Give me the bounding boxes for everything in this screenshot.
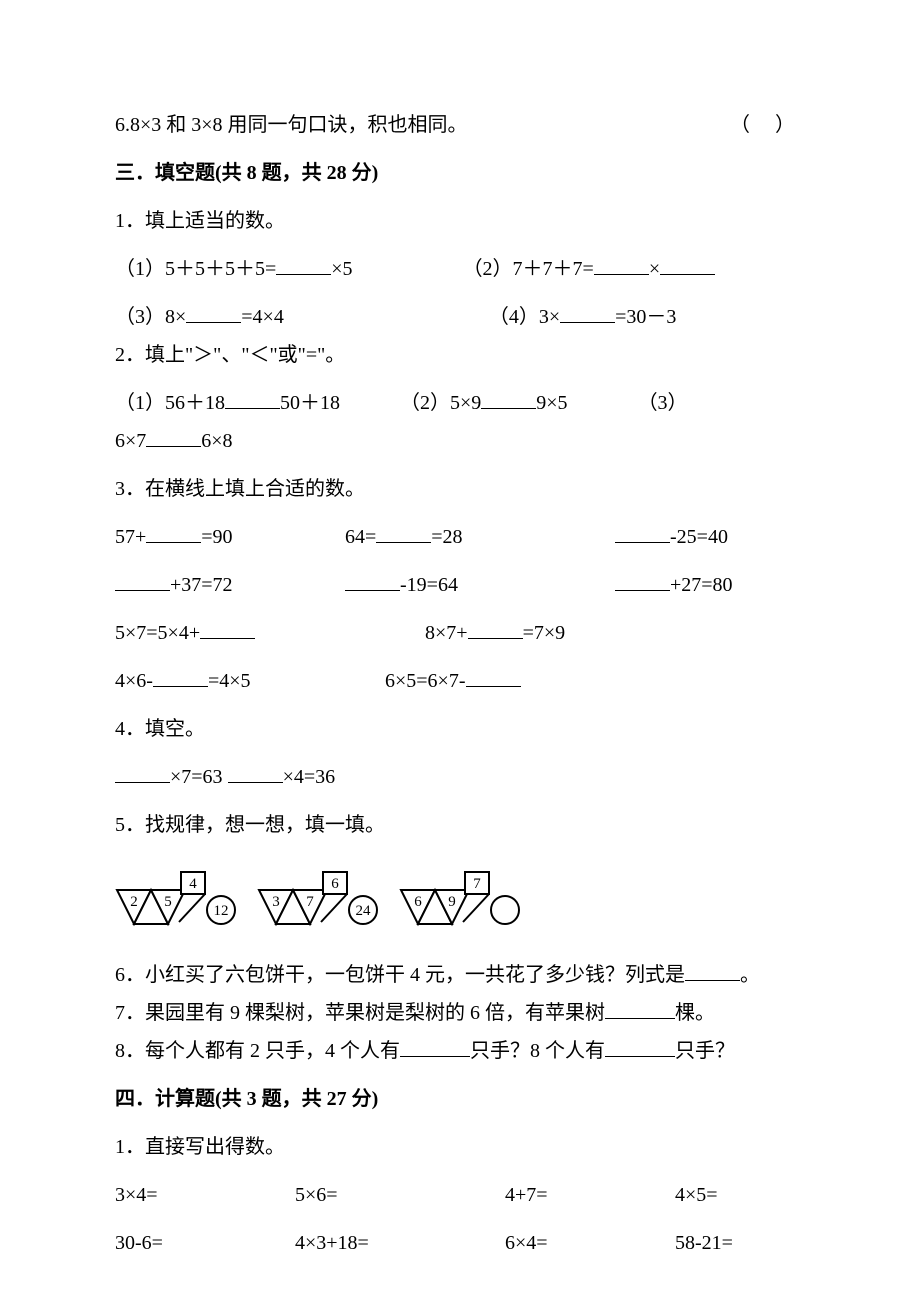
blank[interactable]: [276, 255, 331, 275]
svg-text:24: 24: [356, 903, 372, 919]
blank[interactable]: [146, 523, 201, 543]
calc-cell: 4×3+18=: [295, 1228, 505, 1258]
blank[interactable]: [594, 255, 649, 275]
blank[interactable]: [376, 523, 431, 543]
q3-3-title: 3．在横线上填上合适的数。: [115, 474, 805, 504]
q3-5-title: 5．找规律，想一想，填一填。: [115, 810, 805, 840]
q3-7: 7．果园里有 9 棵梨树，苹果树是梨树的 6 倍，有苹果树棵。: [115, 998, 805, 1028]
svg-text:9: 9: [448, 894, 456, 910]
svg-text:12: 12: [214, 903, 229, 919]
svg-text:4: 4: [189, 876, 197, 892]
calc-cell: 6×4=: [505, 1228, 675, 1258]
q3-6: 6．小红买了六包饼干，一包饼干 4 元，一共花了多少钱？列式是。: [115, 960, 805, 990]
q3-2-row-wrap: 6×76×8: [115, 426, 805, 456]
blank[interactable]: [560, 303, 615, 323]
tf-q6-text: 6.8×3 和 3×8 用同一句口诀，积也相同。: [115, 110, 730, 140]
calc-cell: 5×6=: [295, 1180, 505, 1210]
q3-3-row4: 4×6-=4×5 6×5=6×7-: [115, 666, 805, 696]
calc-cell: 3×4=: [115, 1180, 295, 1210]
section-4-heading: 四．计算题(共 3 题，共 27 分): [115, 1084, 805, 1114]
blank[interactable]: [468, 619, 523, 639]
blank[interactable]: [115, 763, 170, 783]
q3-3-row2: +37=72 -19=64 +27=80: [115, 570, 805, 600]
q3-2-title: 2．填上"＞"、"＜"或"="。: [115, 340, 805, 370]
svg-text:7: 7: [306, 894, 314, 910]
calc-cell: 4×5=: [675, 1180, 805, 1210]
blank[interactable]: [605, 999, 675, 1019]
blank[interactable]: [685, 961, 740, 981]
blank[interactable]: [615, 571, 670, 591]
calc-cell: 4+7=: [505, 1180, 675, 1210]
q3-4-title: 4．填空。: [115, 714, 805, 744]
pattern-diagram: 2 5 4 12 3 7 6 24 6 9 7: [115, 868, 805, 930]
q3-1-row2: （3）8×=4×4 （4）3×=30－3: [115, 302, 805, 332]
q3-1-title: 1．填上适当的数。: [115, 206, 805, 236]
tf-question-6: 6.8×3 和 3×8 用同一句口诀，积也相同。 （ ）: [115, 110, 805, 140]
svg-text:2: 2: [130, 894, 138, 910]
q4-1-title: 1．直接写出得数。: [115, 1132, 805, 1162]
q3-3-row3: 5×7=5×4+ 8×7+=7×9: [115, 618, 805, 648]
blank[interactable]: [400, 1037, 470, 1057]
blank[interactable]: [115, 571, 170, 591]
q3-1-row1: （1）5＋5＋5＋5=×5 （2）7＋7＋7=×: [115, 254, 805, 284]
calc-row-2: 30-6= 4×3+18= 6×4= 58-21=: [115, 1228, 805, 1258]
q3-3-row1: 57+=90 64==28 -25=40: [115, 522, 805, 552]
blank[interactable]: [615, 523, 670, 543]
blank[interactable]: [228, 763, 283, 783]
q3-8: 8．每个人都有 2 只手，4 个人有只手？8 个人有只手？: [115, 1036, 805, 1066]
svg-text:7: 7: [473, 876, 481, 892]
blank[interactable]: [146, 427, 201, 447]
svg-text:6: 6: [414, 894, 422, 910]
blank[interactable]: [186, 303, 241, 323]
blank[interactable]: [225, 389, 280, 409]
tf-q6-paren[interactable]: （ ）: [730, 110, 805, 140]
calc-row-1: 3×4= 5×6= 4+7= 4×5=: [115, 1180, 805, 1210]
svg-text:3: 3: [272, 894, 280, 910]
q3-4-row: ×7=63 ×4=36: [115, 762, 805, 792]
calc-cell: 30-6=: [115, 1228, 295, 1258]
blank[interactable]: [481, 389, 536, 409]
blank[interactable]: [345, 571, 400, 591]
svg-text:6: 6: [331, 876, 339, 892]
calc-cell: 58-21=: [675, 1228, 805, 1258]
blank[interactable]: [200, 619, 255, 639]
section-3-heading: 三．填空题(共 8 题，共 28 分): [115, 158, 805, 188]
blank[interactable]: [660, 255, 715, 275]
blank[interactable]: [153, 667, 208, 687]
q3-2-row: （1）56＋1850＋18 （2）5×99×5 （3）: [115, 388, 805, 418]
blank[interactable]: [466, 667, 521, 687]
svg-text:5: 5: [164, 894, 172, 910]
blank[interactable]: [605, 1037, 675, 1057]
